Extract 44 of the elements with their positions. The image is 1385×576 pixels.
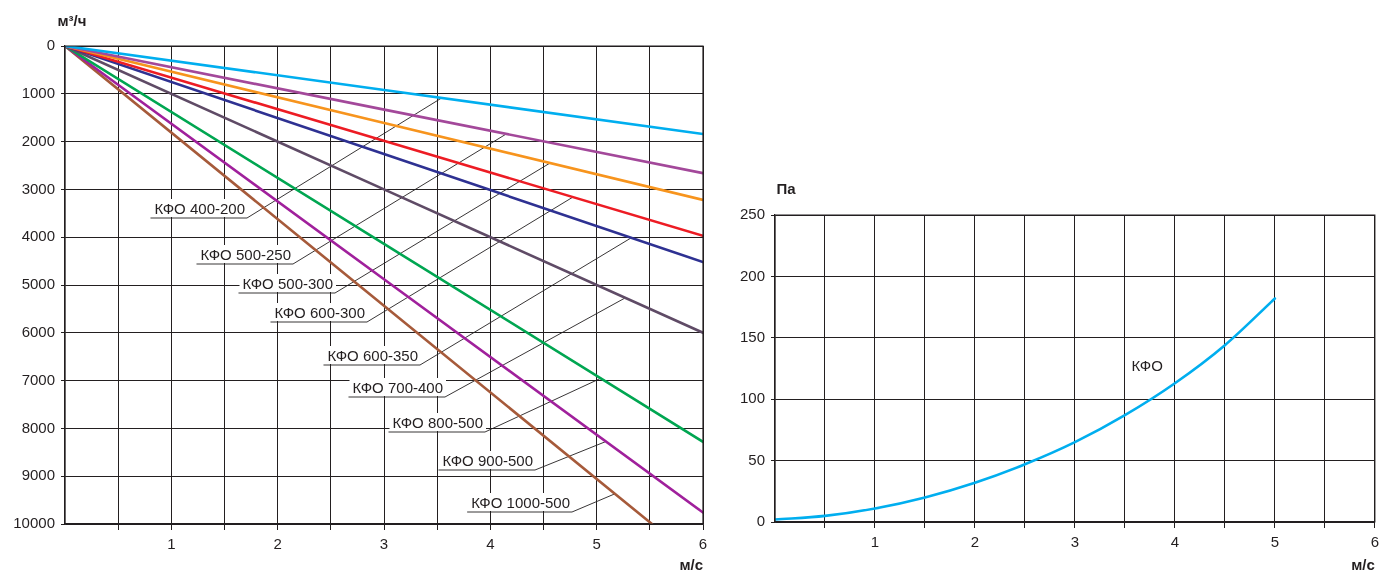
y-tick-label: 3000 bbox=[21, 179, 55, 197]
x-tick-label: 5 bbox=[1270, 533, 1280, 551]
annotation: КФО 500-300 bbox=[242, 275, 333, 292]
y-tick-label: 200 bbox=[739, 266, 765, 284]
x-tick-label: 1 bbox=[870, 533, 880, 551]
x-tick-label: 5 bbox=[592, 535, 601, 553]
x-tick-label: 1 bbox=[167, 535, 176, 553]
x-tick-label: 4 bbox=[486, 535, 495, 553]
y-tick-label: 7000 bbox=[21, 370, 55, 388]
y-tick-label: 4000 bbox=[21, 227, 55, 245]
annotation: КФО 400-200 bbox=[154, 200, 245, 217]
y-tick-label: 6000 bbox=[21, 322, 55, 340]
y-tick-label: 100 bbox=[739, 389, 765, 407]
y-tick-label: 9000 bbox=[21, 466, 55, 484]
x-tick-label: 6 bbox=[698, 535, 708, 553]
x-axis-title: м/с bbox=[1351, 556, 1375, 574]
x-tick-label: 6 bbox=[1370, 533, 1379, 551]
x-tick-label: 2 bbox=[970, 533, 980, 551]
annotation: КФО 900-500 bbox=[442, 452, 533, 469]
y-tick-label: 50 bbox=[748, 450, 765, 468]
x-tick-label: 4 bbox=[1170, 533, 1180, 551]
y-tick-label: 2000 bbox=[21, 131, 55, 149]
y-tick-label: 250 bbox=[739, 205, 765, 223]
y-tick-label: 1000 bbox=[21, 83, 55, 101]
x-tick-label: 3 bbox=[379, 535, 389, 553]
annotation: КФО 500-250 bbox=[200, 246, 291, 263]
annotation: КФО 600-350 bbox=[327, 347, 418, 364]
x-tick-label: 2 bbox=[273, 535, 282, 553]
y-tick-label: 0 bbox=[46, 36, 55, 54]
y-tick-label: 5000 bbox=[21, 275, 55, 293]
y-axis-title: м³/ч bbox=[57, 12, 87, 30]
x-axis-title: м/с bbox=[679, 556, 703, 574]
x-tick-label: 3 bbox=[1070, 533, 1080, 551]
y-axis-title: Па bbox=[776, 180, 797, 198]
y-tick-label: 10000 bbox=[13, 514, 55, 532]
y-tick-label: 0 bbox=[756, 512, 765, 530]
series-label: КФО bbox=[1131, 357, 1163, 375]
line-series bbox=[775, 297, 1277, 521]
y-tick-label: 150 bbox=[739, 327, 765, 345]
annotation: КФО 1000-500 bbox=[471, 494, 570, 511]
y-tick-label: 8000 bbox=[21, 418, 55, 436]
annotation: КФО 600-300 bbox=[274, 304, 365, 321]
annotation: КФО 800-500 bbox=[392, 414, 483, 431]
annotation: КФО 700-400 bbox=[352, 379, 443, 396]
